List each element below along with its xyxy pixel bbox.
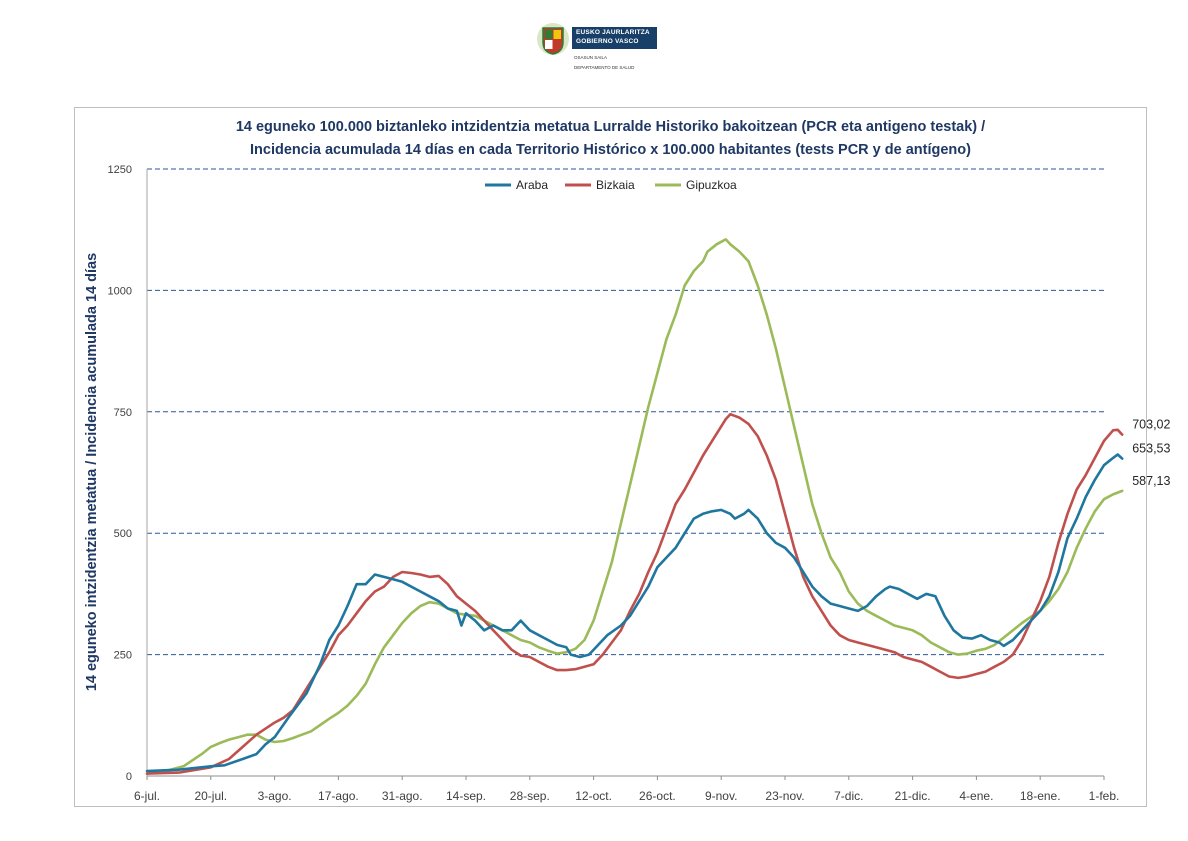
series-line-araba [145, 453, 1124, 773]
coat-of-arms-icon [537, 23, 569, 55]
x-tick-label: 18-ene. [1020, 789, 1061, 803]
y-tick-label: 1000 [108, 285, 132, 297]
x-tick-label: 28-sep. [510, 789, 550, 803]
end-value-labels: 653,53 703,02 587,13 [1132, 418, 1170, 488]
y-tick-label: 500 [114, 528, 132, 540]
logo-line-2: GOBIERNO VASCO [576, 38, 639, 45]
legend-label-bizkaia: Bizkaia [596, 178, 635, 192]
logo-line-1: EUSKO JAURLARITZA [576, 29, 650, 36]
y-tick-label: 250 [114, 650, 132, 662]
end-label-bizkaia: 703,02 [1132, 418, 1170, 432]
legend-label-araba: Araba [516, 178, 548, 192]
department-line-2: DEPARTAMENTO DE SALUD [574, 65, 635, 70]
x-tick-label: 6-jul. [134, 789, 160, 803]
x-tick-label: 21-dic. [895, 789, 931, 803]
x-tick-label: 7-dic. [834, 789, 863, 803]
end-label-araba: 653,53 [1132, 442, 1170, 456]
y-tick-labels: 0 250 500 750 1000 1250 [108, 164, 132, 783]
chart-subtitle: Incidencia acumulada 14 días en cada Ter… [250, 142, 971, 158]
y-tick-label: 1250 [108, 164, 132, 176]
x-tick-label: 4-ene. [959, 789, 993, 803]
x-tick-label: 14-sep. [446, 789, 486, 803]
chart-frame [74, 107, 1147, 807]
x-tick-label: 9-nov. [705, 789, 737, 803]
legend-label-gipuzkoa: Gipuzkoa [686, 178, 737, 192]
x-tick-label: 31-ago. [382, 789, 423, 803]
x-tick-label: 20-jul. [194, 789, 227, 803]
x-tick-label: 12-oct. [575, 789, 612, 803]
x-tick-labels: 6-jul. 20-jul. 3-ago. 17-ago. 31-ago. 14-sep.… [134, 789, 1119, 803]
government-logo: EUSKO JAURLARITZA GOBIERNO VASCO OSASUN … [536, 22, 661, 74]
series-line-bizkaia [145, 412, 1124, 775]
y-tick-label: 0 [126, 771, 132, 783]
x-tick-label: 1-feb. [1089, 789, 1120, 803]
y-tick-label: 750 [114, 407, 132, 419]
x-tick-label: 17-ago. [318, 789, 359, 803]
series-line-gipuzkoa [145, 238, 1124, 775]
chart-title: 14 eguneko 100.000 biztanleko intzidentz… [235, 119, 986, 135]
gridlines [147, 168, 1104, 656]
axes [146, 169, 1105, 780]
x-tick-label: 23-nov. [765, 789, 804, 803]
legend: Araba Bizkaia Gipuzkoa [485, 178, 737, 192]
logo-text-bar: EUSKO JAURLARITZA GOBIERNO VASCO [572, 27, 657, 49]
department-line-1: OSASUN SAILA [574, 55, 608, 60]
end-label-gipuzkoa: 587,13 [1132, 474, 1170, 488]
x-tick-label: 3-ago. [258, 789, 292, 803]
x-tick-label: 26-oct. [639, 789, 676, 803]
series-lines [145, 238, 1124, 775]
